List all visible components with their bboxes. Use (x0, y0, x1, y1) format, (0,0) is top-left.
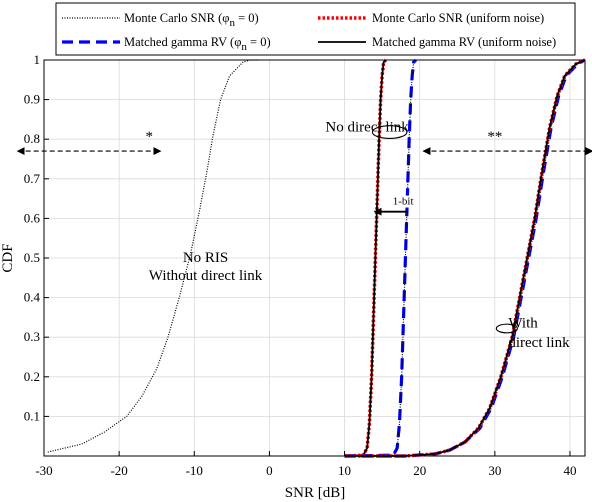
x-tick-label: 10 (338, 463, 351, 478)
annotation-one-bit: 1-bit (393, 196, 414, 208)
series-layer (47, 58, 586, 458)
y-axis-title: CDF (0, 243, 16, 272)
x-tick-label: 30 (488, 463, 501, 478)
series-line-ris-no-direct-uniform-gamma (344, 59, 387, 457)
tick-labels: -30 -20 -10 0 10 20 30 40 0.1 0.2 0.3 0.4 0.5 0.6 0.7 0… (24, 52, 577, 478)
y-tick-label: 0.4 (24, 290, 41, 305)
x-axis-title: SNR [dB] (285, 485, 345, 501)
y-tick-label: 0.2 (24, 369, 40, 384)
legend-label-mc-phi0: Monte Carlo SNR (φn = 0) (124, 11, 259, 29)
x-tick-label: -10 (186, 463, 203, 478)
annotation-star-double: ** (487, 129, 502, 145)
series-line-ris-no-direct-phi0-gamma (344, 58, 417, 458)
legend-label-mc-uniform: Monte Carlo SNR (uniform noise) (372, 11, 544, 25)
annotation-ellipse-no-direct (371, 125, 408, 139)
y-tick-label: 0.1 (24, 408, 40, 423)
annotation-direct-link: direct link (508, 335, 570, 351)
y-tick-label: 0.7 (24, 171, 41, 186)
series-line-ris-direct-uniform-gamma (344, 59, 586, 457)
one-bit-label-background (391, 195, 415, 208)
legend-label-gamma-uniform: Matched gamma RV (uniform noise) (372, 35, 556, 49)
legend-box (55, 2, 576, 56)
y-tick-label: 0.9 (24, 92, 40, 107)
x-tick-label: -30 (35, 463, 52, 478)
annotation-no-ris: No RIS (183, 250, 228, 266)
y-tick-label: 1 (34, 52, 41, 67)
y-tick-label: 0.3 (24, 329, 40, 344)
legend-label-gamma-phi0: Matched gamma RV (φn = 0) (124, 35, 271, 53)
y-tick-label: 0.8 (24, 131, 40, 146)
annotation-star-single: * (145, 129, 153, 145)
x-tick-label: 20 (413, 463, 426, 478)
annotation-ellipse-with-direct (495, 323, 518, 334)
annotation-layer (16, 125, 592, 334)
x-tick-label: 0 (266, 463, 273, 478)
legend: Monte Carlo SNR (φn = 0) Monte Carlo SNR… (55, 2, 576, 56)
annotation-no-direct-link: No direct link (325, 119, 409, 135)
y-tick-label: 0.5 (24, 250, 40, 265)
annotation-without-direct-link: Without direct link (149, 268, 263, 284)
series-line-no-ris (47, 59, 259, 453)
annotation-with: With (508, 315, 538, 331)
annotations-text: * ** No direct link 1-bit No RIS Without… (145, 119, 570, 351)
x-tick-label: -20 (110, 463, 127, 478)
y-tick-label: 0.6 (24, 210, 41, 225)
x-tick-label: 40 (563, 463, 576, 478)
